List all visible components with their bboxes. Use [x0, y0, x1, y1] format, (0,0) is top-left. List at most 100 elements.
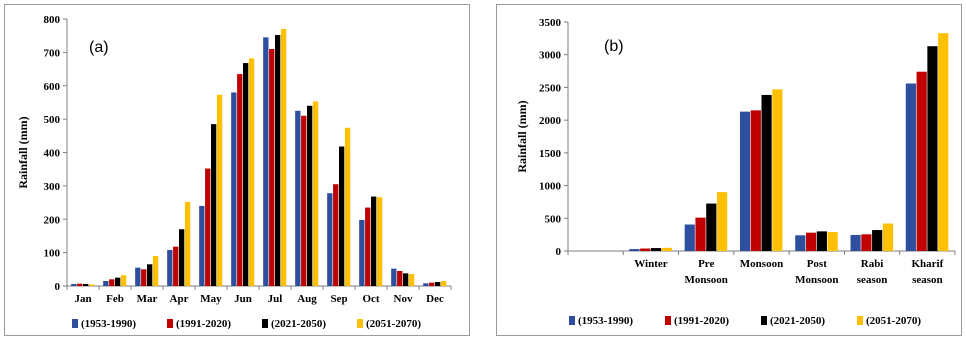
y-tick-label: 3000 [539, 50, 562, 62]
legend-label: (1953-1990) [81, 318, 136, 330]
x-tick-label: Jun [234, 293, 252, 305]
bar [71, 283, 77, 286]
legend-swatch [665, 316, 671, 325]
legend-label: (2021-2050) [770, 315, 825, 327]
bar [440, 280, 447, 286]
legend-label: (1953-1990) [578, 315, 633, 327]
x-tick-label: Post [807, 258, 828, 270]
x-tick-label: Winter [634, 258, 668, 270]
legend-label: (2021-2050) [271, 318, 326, 330]
bar [237, 74, 243, 286]
bar [307, 105, 313, 287]
panel-tag: (a) [89, 39, 109, 56]
y-tick-label: 400 [44, 148, 61, 160]
bar [365, 207, 371, 286]
x-tick-label: season [912, 274, 943, 286]
bar [275, 35, 281, 286]
bar [629, 249, 640, 251]
x-tick-label: Oct [362, 293, 379, 305]
chart-panel-b: (b) Rainfall (mm) 0 500 1000 1500 2000 2500 3000… [496, 4, 962, 336]
x-tick-label: Dec [426, 293, 444, 305]
bar [429, 282, 435, 286]
y-tick-label: 600 [44, 81, 61, 93]
x-tick-label: May [200, 293, 222, 305]
x-tick-label: Apr [170, 293, 189, 305]
legend-swatch [72, 319, 78, 328]
bar [152, 255, 159, 286]
bar [173, 246, 179, 286]
legend-label: (1991-2020) [674, 315, 729, 327]
bar [761, 94, 772, 252]
y-tick-label: 2500 [539, 82, 562, 94]
y-tick-label: 1000 [539, 181, 562, 193]
bar [120, 275, 127, 286]
x-tick-label: season [857, 274, 888, 286]
bar [179, 229, 185, 286]
y-tick-label: 500 [545, 213, 562, 225]
bar [301, 115, 307, 286]
x-tick-label: Kharif [911, 258, 943, 270]
bar [312, 101, 319, 286]
bar [103, 280, 109, 286]
x-tick-label: Aug [297, 293, 317, 305]
bar [661, 247, 672, 251]
legend-label: (1991-2020) [176, 318, 231, 330]
legend-swatch [357, 319, 363, 328]
bar [339, 146, 345, 286]
bar [423, 283, 429, 286]
bar [882, 223, 894, 251]
bar [77, 283, 83, 286]
y-tick-label: 200 [44, 214, 61, 226]
y-tick-label: 1500 [539, 148, 562, 160]
y-tick-label: 3500 [539, 17, 562, 29]
legend-swatch [857, 316, 863, 325]
rainfall-monthly-chart: (a) Rainfall (mm) 0 100 200 300 400 500 600 700 80… [16, 14, 452, 330]
bar [327, 193, 333, 286]
bar [772, 89, 783, 252]
y-tick-label: 500 [44, 114, 61, 126]
bar [695, 217, 706, 251]
bar [263, 37, 269, 287]
bar [640, 248, 651, 251]
bar [391, 268, 397, 286]
panel-tag: (b) [604, 38, 624, 55]
y-axis-label: Rainfall (mm) [16, 116, 30, 188]
y-tick-label: 2000 [539, 115, 562, 127]
x-tick-label: Jan [74, 293, 91, 305]
y-tick-label: 300 [44, 181, 61, 193]
bar [211, 124, 217, 286]
rainfall-seasonal-chart: (b) Rainfall (mm) 0 500 1000 1500 2000 2500 3000… [515, 17, 956, 327]
bar [850, 234, 861, 251]
bar [916, 71, 927, 252]
x-tick-label: Nov [394, 293, 413, 305]
y-tick-label: 0 [55, 281, 61, 293]
y-axis-label: Rainfall (mm) [515, 100, 529, 172]
bar [147, 264, 153, 286]
bar [750, 110, 761, 251]
bar [280, 29, 287, 286]
bar [184, 201, 191, 286]
legend-label: (2051-2070) [866, 315, 921, 327]
x-tick-label: Jul [268, 293, 283, 305]
bar [435, 281, 441, 286]
bar [376, 197, 383, 286]
x-tick-label: Pre [698, 258, 714, 270]
x-tick-label: Mar [137, 293, 158, 305]
bar [872, 230, 883, 251]
bar [115, 277, 121, 286]
x-tick-label: Sep [330, 293, 347, 305]
bar [905, 83, 916, 251]
bar [269, 49, 275, 286]
bar [248, 58, 255, 286]
x-tick-label: Feb [106, 293, 124, 305]
y-tick-label: 100 [44, 248, 61, 260]
legend-swatch [569, 316, 575, 325]
bar [739, 111, 751, 251]
legend-swatch [262, 319, 268, 328]
bar [716, 192, 728, 251]
bar [88, 284, 95, 286]
bar [650, 248, 662, 251]
bar [333, 184, 339, 286]
bar [199, 205, 205, 286]
bar [927, 46, 938, 251]
